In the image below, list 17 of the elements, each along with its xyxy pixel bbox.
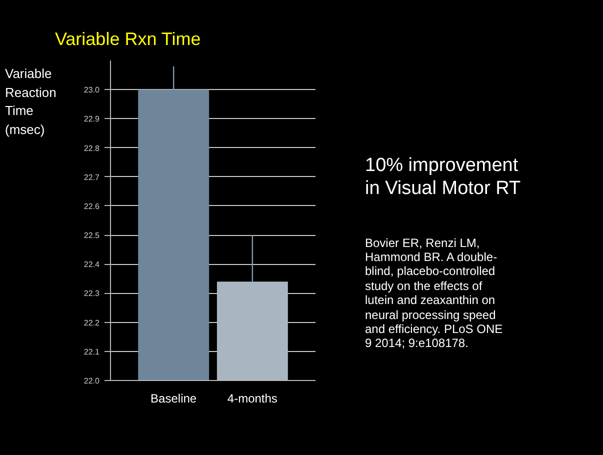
y-tick-label: 22.3 <box>84 289 100 298</box>
y-tick-label: 22.6 <box>84 202 100 211</box>
chart-title: Variable Rxn Time <box>55 28 201 51</box>
y-tick-label: 22.2 <box>84 318 100 328</box>
y-axis-title: Variable Reaction Time (msec) <box>5 65 56 139</box>
y-tick-label: 22.9 <box>84 114 100 124</box>
y-tick-label: 22.8 <box>84 144 100 153</box>
y-tick-label: 22.4 <box>84 260 100 270</box>
y-tick-label: 22.7 <box>84 172 100 182</box>
x-tick-label: 4-months <box>227 392 278 406</box>
y-tick-label: 22.1 <box>84 347 100 356</box>
y-tick-label: 22.5 <box>84 231 100 240</box>
y-tick-label: 23.0 <box>84 86 100 95</box>
y-tick-label: 22.0 <box>84 376 100 386</box>
text: Bovier ER, Renzi LM, Hammond BR. A double-blind, placebo-controlled study on the effects of lutein and zeaxanthin on neural processing speed and efficiency. PLoS ONE 9 2014; 9:e108178. <box>365 236 504 351</box>
text: 10% improvement in Visual Motor RT <box>365 155 522 201</box>
x-tick-label: Baseline <box>150 392 197 406</box>
